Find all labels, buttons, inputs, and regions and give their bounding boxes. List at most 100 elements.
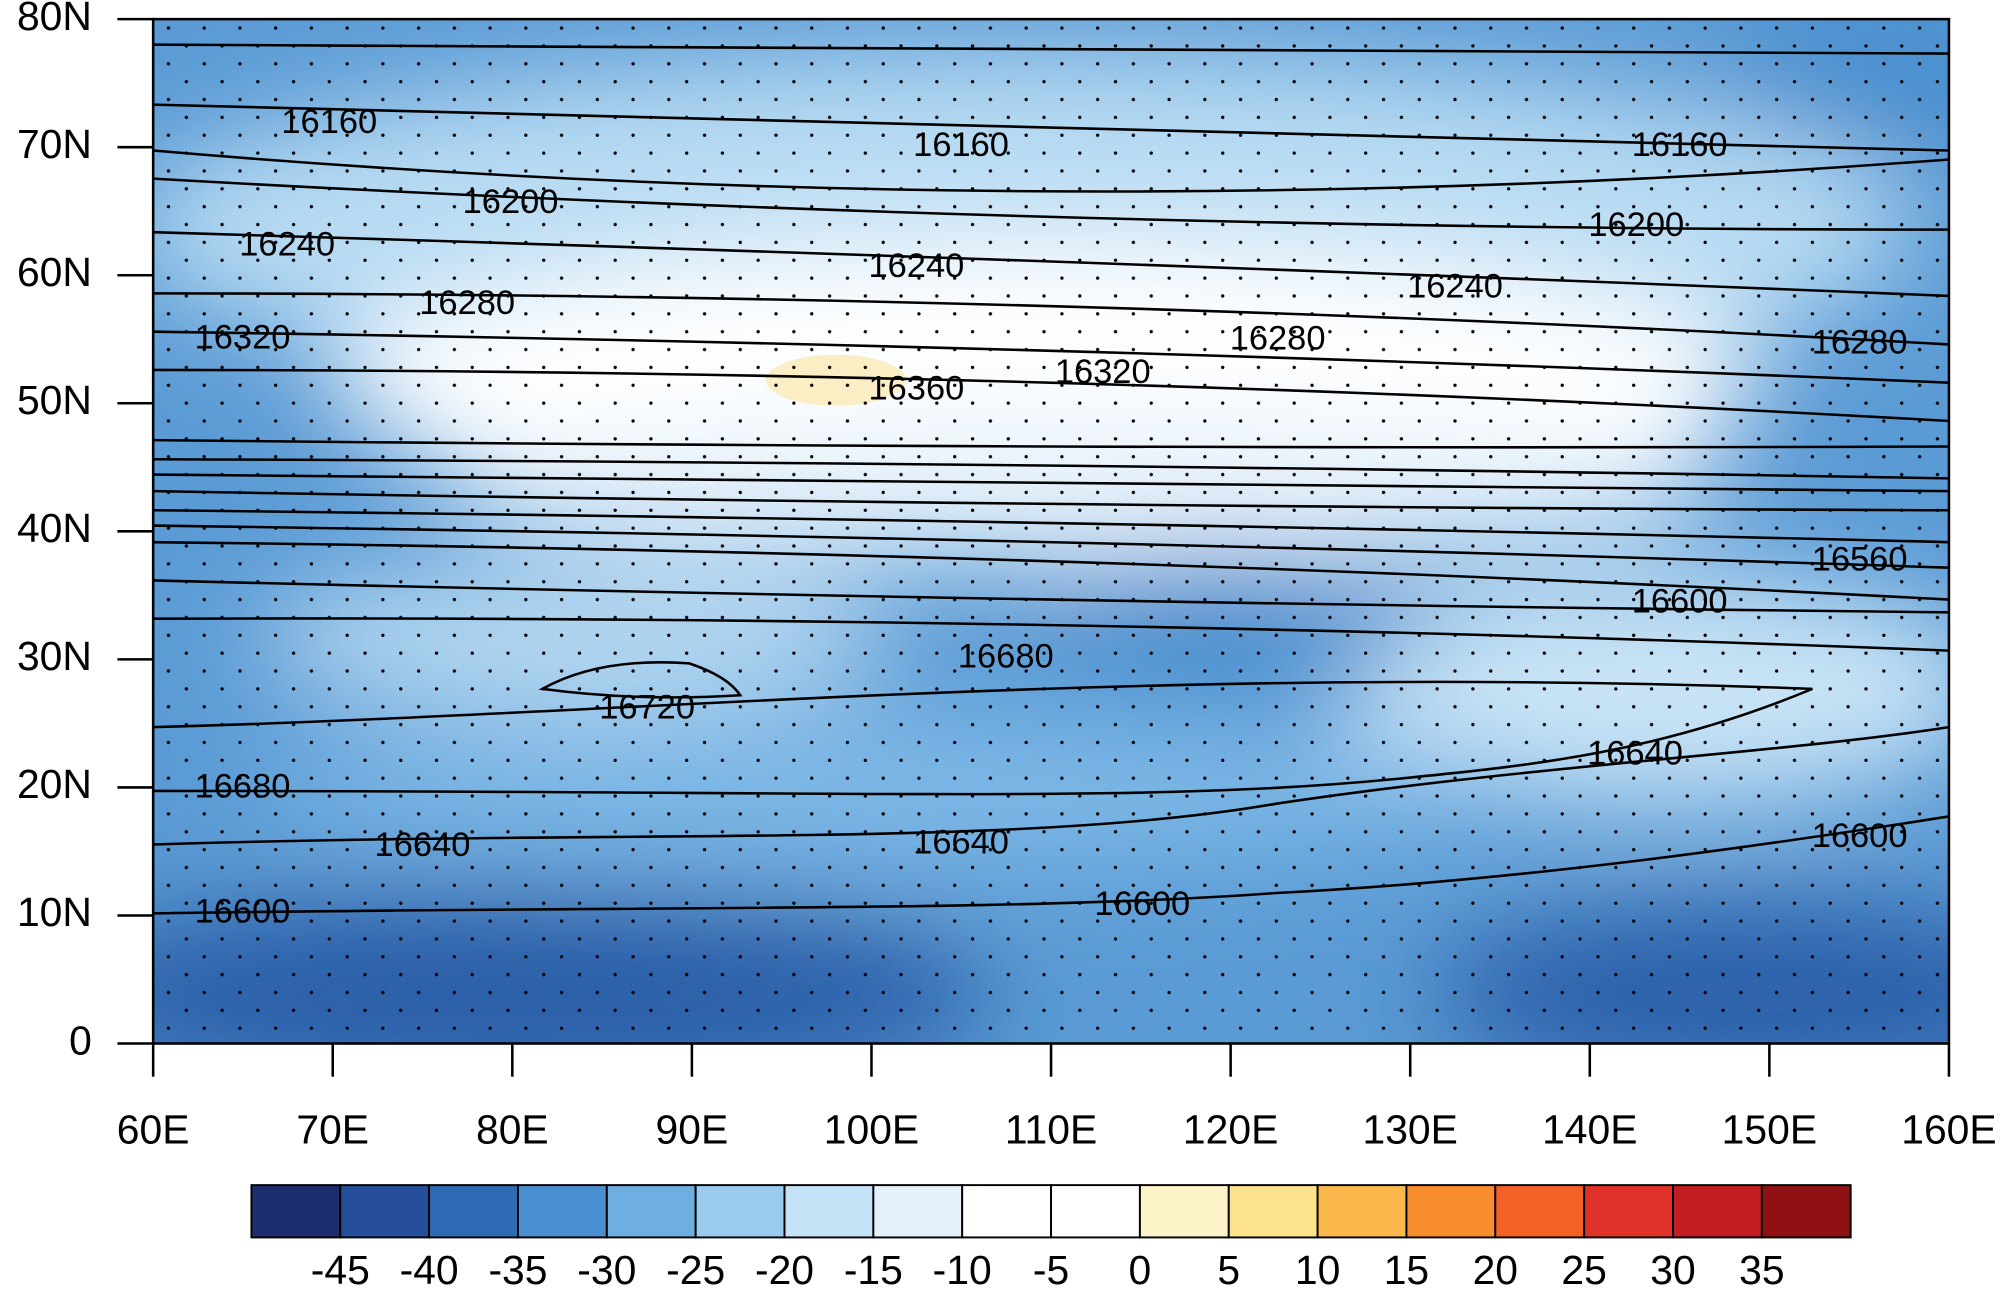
lat-label: 0 xyxy=(69,1017,92,1063)
contour xyxy=(153,815,1949,915)
lat-label: 60N xyxy=(17,249,92,295)
contour-label: 16280 xyxy=(419,284,515,322)
colorbar-box xyxy=(961,1184,1053,1239)
contour-label: 16360 xyxy=(869,369,965,407)
contour-label: 16680 xyxy=(958,637,1054,675)
colorbar-label: -25 xyxy=(666,1247,725,1291)
lon-label: 70E xyxy=(296,1107,369,1153)
colorbar-box xyxy=(1672,1184,1763,1239)
contour xyxy=(153,230,1949,298)
lon-label: 160E xyxy=(1901,1107,1996,1153)
lat-label: 20N xyxy=(17,761,92,807)
colorbar-box xyxy=(1050,1184,1141,1239)
contour-label: 16240 xyxy=(1407,267,1503,305)
contour-label: 16720 xyxy=(599,688,695,726)
lat-label: 70N xyxy=(17,121,92,167)
colorbar-box xyxy=(605,1184,697,1239)
contour-label: 16160 xyxy=(1632,126,1728,164)
colorbar-box xyxy=(517,1184,608,1239)
colorbar-label: -10 xyxy=(933,1247,992,1291)
colorbar-label: -30 xyxy=(577,1247,636,1291)
colorbar-box xyxy=(1227,1184,1319,1239)
lon-label: 150E xyxy=(1722,1107,1817,1153)
contour-label: 16320 xyxy=(1055,353,1151,391)
contour-label: 16160 xyxy=(281,103,377,141)
lat-label: 10N xyxy=(17,889,92,935)
colorbar-box xyxy=(872,1184,964,1239)
colorbar-label: 15 xyxy=(1384,1247,1429,1291)
colorbar-label: -35 xyxy=(488,1247,547,1291)
colorbar-label: 35 xyxy=(1739,1247,1784,1291)
colorbar-label: 5 xyxy=(1217,1247,1240,1291)
contour-lines xyxy=(153,43,1949,915)
contour xyxy=(538,661,743,699)
contour xyxy=(153,368,1949,423)
contour-label: 16200 xyxy=(1588,206,1684,244)
contour xyxy=(153,330,1949,384)
contour xyxy=(153,103,1949,152)
colorbar-label: -20 xyxy=(755,1247,814,1291)
contour xyxy=(153,292,1949,346)
colorbar-label: -15 xyxy=(844,1247,903,1291)
contour xyxy=(153,524,1949,569)
contour-label: 16600 xyxy=(195,892,291,930)
lat-label: 50N xyxy=(17,377,92,423)
contour-label: 16560 xyxy=(1812,540,1908,578)
lat-label: 40N xyxy=(17,505,92,551)
colorbar-label: 10 xyxy=(1295,1247,1340,1291)
lat-label: 30N xyxy=(17,633,92,679)
contour xyxy=(153,438,1949,449)
contour-label: 16240 xyxy=(239,225,335,263)
contour xyxy=(153,540,1949,601)
contour xyxy=(153,149,1949,193)
colorbar-box xyxy=(694,1184,786,1239)
contour-label: 16600 xyxy=(1812,817,1908,855)
contour xyxy=(153,489,1949,512)
contour-label: 16640 xyxy=(375,826,471,864)
contour xyxy=(153,617,1949,652)
map-field xyxy=(153,19,1949,1044)
colorbar-label: -5 xyxy=(1033,1247,1069,1291)
colorbar-label: 0 xyxy=(1129,1247,1152,1291)
contour-label: 16280 xyxy=(1230,320,1326,358)
contour-label: 16640 xyxy=(1587,734,1683,772)
colorbar-box xyxy=(1138,1184,1230,1239)
contour xyxy=(153,43,1949,55)
colorbar-label: -45 xyxy=(311,1247,370,1291)
contour-label: 16640 xyxy=(913,824,1009,862)
contour xyxy=(153,177,1949,231)
contour xyxy=(153,509,1949,544)
contour-label: 16600 xyxy=(1094,885,1190,923)
lon-label: 80E xyxy=(476,1107,549,1153)
stipple xyxy=(153,19,1949,1044)
colorbar-box xyxy=(1494,1184,1586,1239)
contour-label: 16240 xyxy=(869,247,965,285)
lat-label: 80N xyxy=(17,0,92,39)
contour-label: 16320 xyxy=(195,318,291,356)
contour-label: 16280 xyxy=(1812,324,1908,362)
lon-label: 120E xyxy=(1183,1107,1278,1153)
contour-label: 16600 xyxy=(1632,583,1728,621)
colorbar-label: 20 xyxy=(1473,1247,1518,1291)
lon-label: 110E xyxy=(1005,1107,1097,1153)
lon-label: 90E xyxy=(656,1107,729,1153)
lon-label: 60E xyxy=(117,1107,190,1153)
colorbar-box xyxy=(250,1184,342,1239)
lon-label: 140E xyxy=(1542,1107,1637,1153)
colorbar-box xyxy=(1583,1184,1674,1239)
contour xyxy=(153,579,1949,614)
contour xyxy=(153,725,1949,846)
colorbar-box xyxy=(428,1184,519,1239)
contour xyxy=(153,457,1949,480)
colorbar-box xyxy=(1316,1184,1408,1239)
colorbar-label: -40 xyxy=(400,1247,459,1291)
lon-label: 100E xyxy=(824,1107,919,1153)
colorbar-box xyxy=(1405,1184,1497,1239)
lon-label: 130E xyxy=(1363,1107,1458,1153)
colorbar-box xyxy=(1760,1184,1852,1239)
colorbar-box xyxy=(339,1184,431,1239)
contour-label: 16200 xyxy=(463,183,559,221)
colorbar-box xyxy=(783,1184,875,1239)
